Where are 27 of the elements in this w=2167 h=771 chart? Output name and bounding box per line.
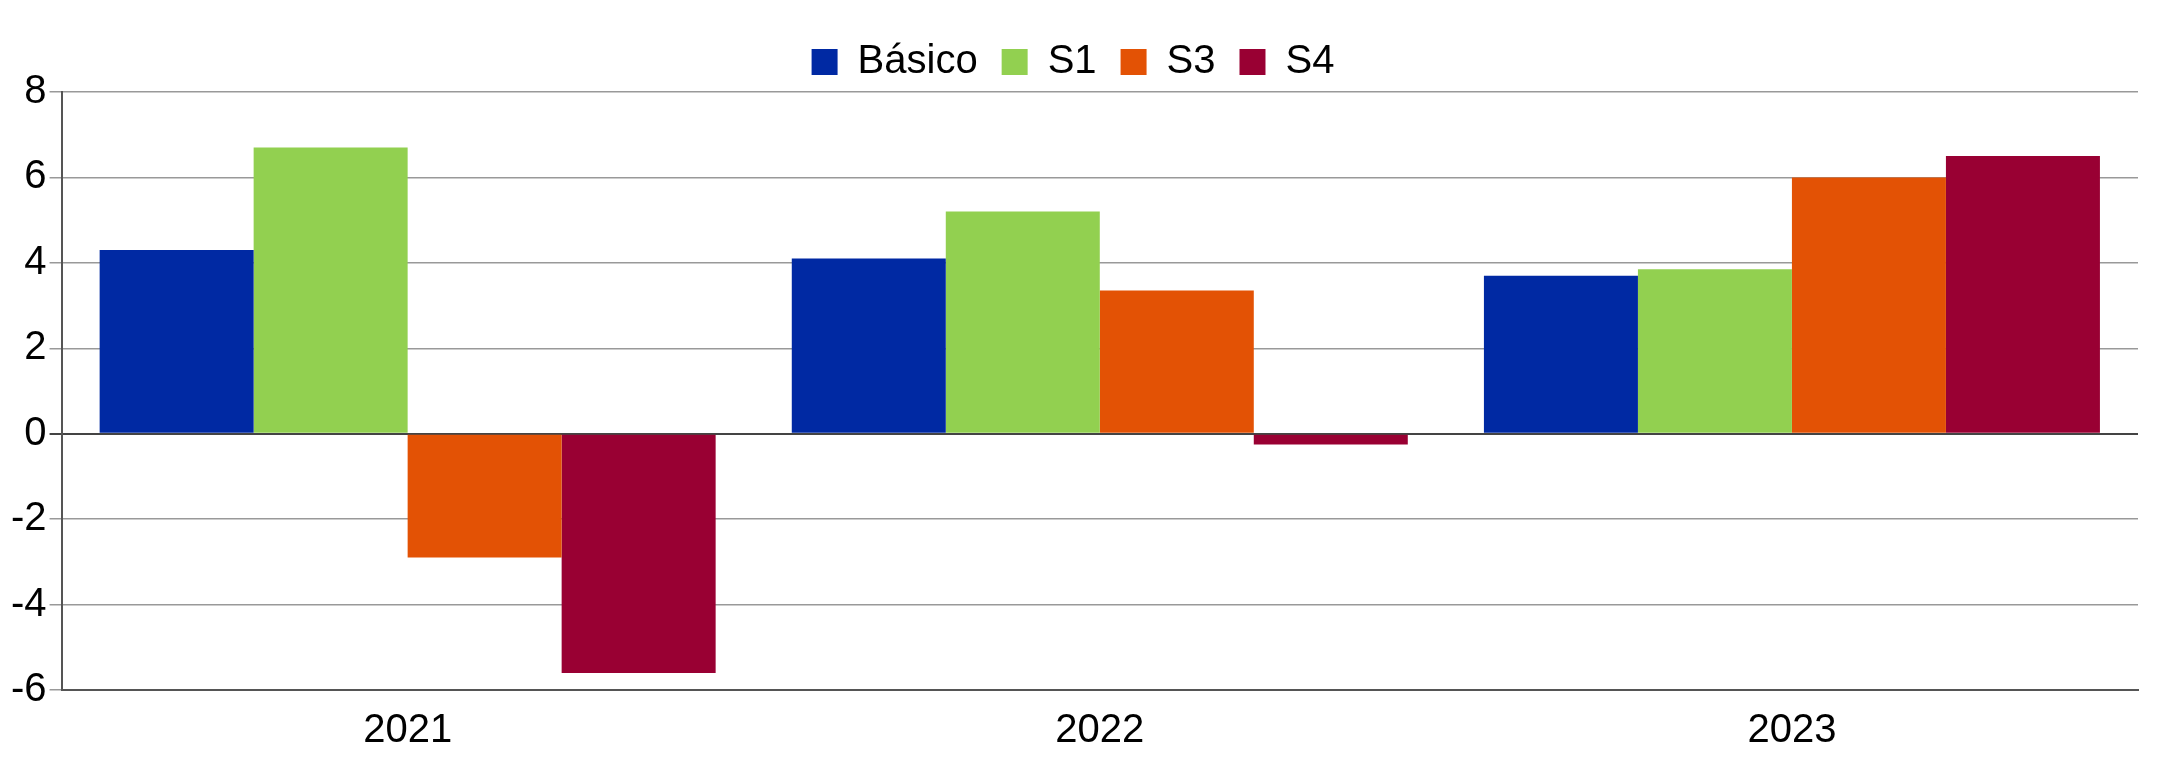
- bar: [561, 434, 716, 673]
- bar: [1637, 269, 1792, 433]
- y-tick-label: 2: [24, 323, 47, 368]
- bar: [407, 434, 562, 558]
- y-tick-label: -6: [10, 665, 47, 710]
- y-tick-label: 8: [24, 67, 47, 112]
- bar: [1099, 290, 1254, 433]
- bar: [1483, 275, 1638, 433]
- y-tick-label: 0: [24, 408, 47, 453]
- x-tick-label: 2022: [1055, 706, 1145, 751]
- y-tick-label: 6: [24, 152, 47, 197]
- bar: [1253, 434, 1408, 445]
- x-tick-label: 2021: [363, 706, 453, 751]
- legend-label: S4: [1285, 37, 1335, 82]
- bar: [99, 250, 254, 433]
- bar: [1791, 177, 1946, 433]
- bar: [253, 147, 408, 433]
- y-tick-label: 4: [24, 237, 47, 282]
- y-tick-label: -4: [10, 579, 47, 624]
- legend-label: Básico: [857, 37, 978, 82]
- bar: [1945, 156, 2100, 433]
- bar: [791, 258, 946, 433]
- x-tick-label: 2023: [1747, 706, 1837, 751]
- legend-label: S1: [1047, 37, 1097, 82]
- bar: [945, 211, 1100, 433]
- legend-label: S3: [1166, 37, 1216, 82]
- y-tick-label: -2: [10, 494, 47, 539]
